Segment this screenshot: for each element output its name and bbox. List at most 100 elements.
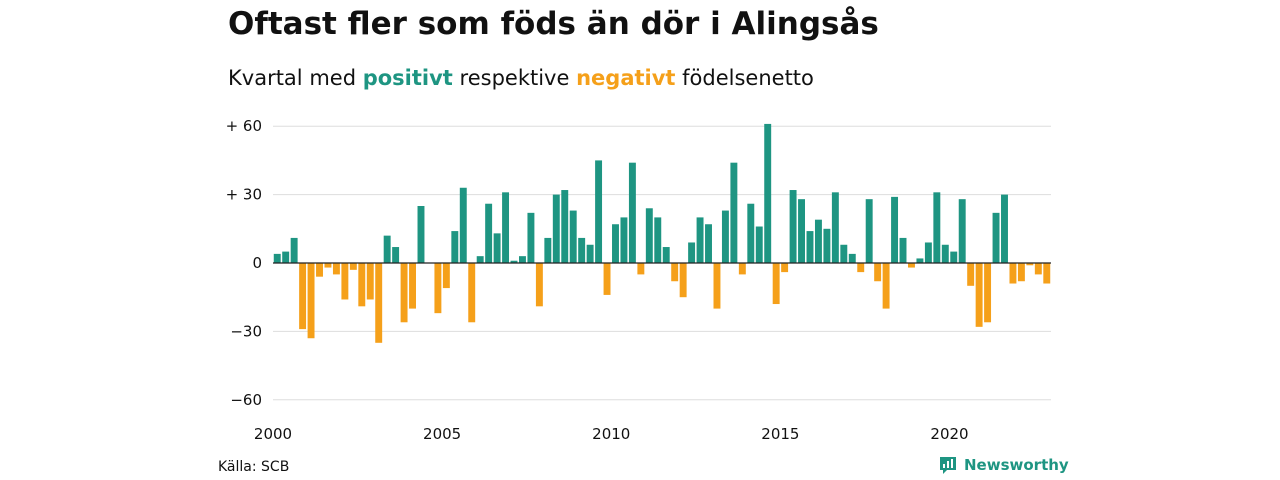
bar <box>527 212 535 263</box>
subtitle-positive: positivt <box>362 66 453 90</box>
bar <box>798 199 805 263</box>
source-note: Källa: SCB <box>218 459 290 475</box>
bar <box>679 263 687 298</box>
y-tick-label: + 30 <box>226 186 262 204</box>
bar <box>451 231 459 263</box>
bar <box>476 256 484 263</box>
bar <box>603 263 611 295</box>
bar <box>781 263 789 273</box>
bar <box>831 192 839 263</box>
x-tick-label: 2005 <box>423 425 461 443</box>
bar <box>637 263 645 275</box>
x-tick-label: 2020 <box>930 425 968 443</box>
bar <box>1043 263 1051 284</box>
bar <box>738 263 746 275</box>
bar <box>358 263 366 307</box>
x-tick-label: 2010 <box>592 425 630 443</box>
newsworthy-logo-icon <box>940 457 956 474</box>
subtitle-middle: respektive <box>459 66 570 90</box>
bar <box>620 217 628 263</box>
bar <box>468 263 476 323</box>
bar <box>282 251 290 263</box>
x-tick-label: 2000 <box>254 425 292 443</box>
bar <box>1001 194 1008 263</box>
bar <box>730 162 738 263</box>
subtitle-negative: negativt <box>576 66 676 90</box>
bar <box>586 244 594 263</box>
bar <box>307 263 315 339</box>
y-tick-label: + 60 <box>226 117 262 135</box>
bar <box>409 263 416 309</box>
bar <box>341 263 349 300</box>
bar <box>485 203 493 263</box>
bar <box>332 263 340 275</box>
bar <box>1026 263 1034 266</box>
bar <box>1034 263 1042 275</box>
bar <box>823 228 831 263</box>
bar <box>324 263 332 268</box>
bar <box>848 253 856 263</box>
brand-name: Newsworthy <box>964 456 1069 474</box>
bar <box>1017 263 1025 282</box>
bar <box>764 123 772 263</box>
bar <box>789 190 797 263</box>
bar <box>899 237 907 263</box>
bar <box>958 199 966 263</box>
bar <box>366 263 374 300</box>
bar <box>772 263 780 305</box>
x-tick-label: 2015 <box>761 425 799 443</box>
bar <box>1009 263 1017 284</box>
bar <box>840 244 848 263</box>
bar <box>713 263 721 309</box>
bar <box>705 224 712 263</box>
bar <box>299 263 307 330</box>
bar <box>755 226 763 263</box>
bar <box>316 263 323 277</box>
bar <box>578 237 586 263</box>
bar <box>924 242 932 263</box>
bar <box>417 206 425 263</box>
bar <box>459 187 467 263</box>
bar <box>992 212 1000 263</box>
bar <box>865 199 873 263</box>
bar <box>535 263 543 307</box>
bar <box>696 217 704 263</box>
bar <box>662 247 670 263</box>
y-tick-label: −30 <box>230 322 262 340</box>
bar <box>721 210 729 263</box>
bar <box>908 263 915 268</box>
bar <box>654 217 662 263</box>
bar <box>984 263 992 323</box>
subtitle-prefix: Kvartal med <box>228 66 357 90</box>
bar <box>857 263 865 273</box>
bar <box>442 263 450 289</box>
bar <box>916 258 924 263</box>
chart-title: Oftast fler som föds än dör i Alingsås <box>228 6 879 42</box>
bar <box>950 251 958 263</box>
bar <box>273 253 281 263</box>
bar <box>434 263 442 314</box>
bar <box>519 256 526 263</box>
bar <box>975 263 983 327</box>
bar <box>806 231 814 263</box>
bar <box>688 242 696 263</box>
bar <box>595 160 603 263</box>
bar <box>493 233 501 263</box>
bar <box>375 263 383 343</box>
bar <box>612 224 619 263</box>
bar <box>645 208 653 263</box>
bar <box>349 263 357 270</box>
bar <box>874 263 882 282</box>
chart-subtitle: Kvartal med positivt respektive negativt… <box>228 66 814 90</box>
bar <box>290 237 298 263</box>
bar <box>400 263 408 323</box>
bar <box>933 192 941 263</box>
bar <box>628 162 636 263</box>
bar <box>552 194 560 263</box>
bar <box>747 203 755 263</box>
brand: Newsworthy <box>938 455 1069 475</box>
bar <box>502 192 510 263</box>
y-tick-label: −60 <box>230 391 262 409</box>
bar <box>891 196 899 263</box>
